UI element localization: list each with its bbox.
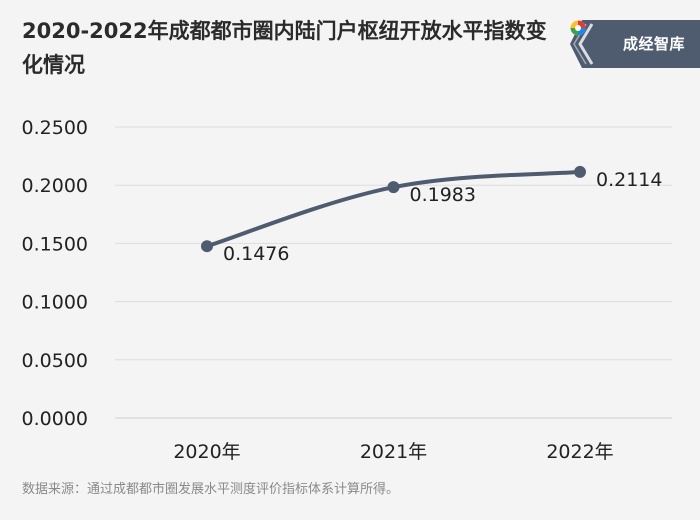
source-note: 数据来源：通过成都都市圈发展水平测度评价指标体系计算所得。	[22, 482, 400, 497]
y-tick-label: 0.2500	[22, 117, 88, 139]
data-label: 0.2114	[596, 169, 662, 191]
x-tick-label: 2020年	[173, 441, 240, 463]
data-label: 0.1476	[223, 243, 289, 265]
brand-name: 成经智库	[623, 35, 686, 53]
brand-logo-icon	[570, 20, 586, 36]
y-tick-label: 0.0000	[22, 408, 88, 430]
y-tick-label: 0.2000	[22, 175, 88, 197]
y-tick-label: 0.0500	[22, 350, 88, 372]
data-label: 0.1983	[410, 184, 476, 206]
x-tick-label: 2022年	[546, 441, 613, 463]
y-tick-label: 0.1500	[22, 233, 88, 255]
data-point	[201, 240, 213, 253]
brand-badge: 成经智库	[570, 20, 700, 68]
chart-title: 2020-2022年成都都市圈内陆门户枢纽开放水平指数变化情况	[22, 19, 547, 77]
data-point	[387, 181, 400, 194]
y-tick-label: 0.1000	[22, 292, 88, 314]
x-tick-label: 2021年	[360, 441, 427, 463]
data-point	[574, 165, 586, 178]
